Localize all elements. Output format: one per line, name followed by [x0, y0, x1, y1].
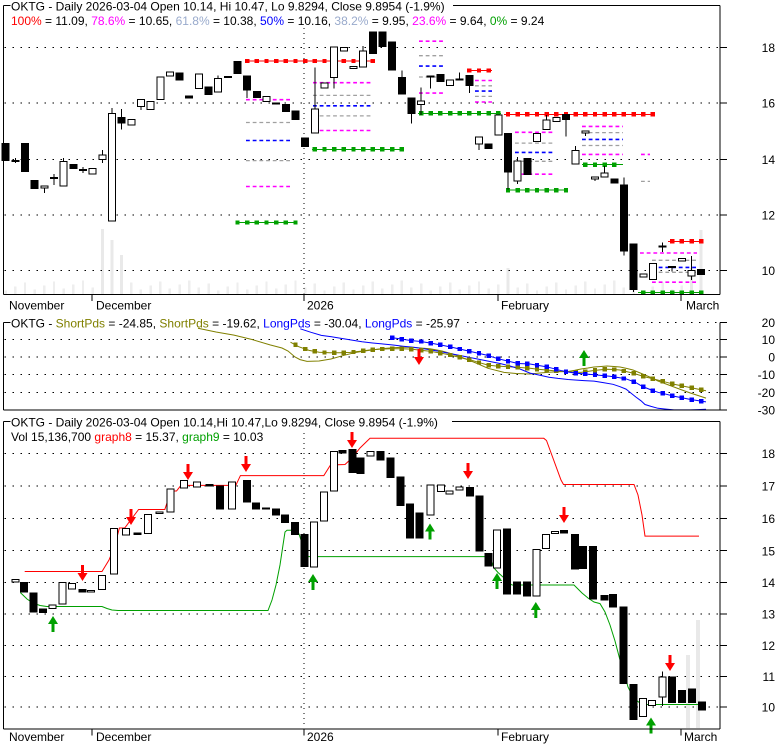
svg-text:OKTG - Daily 2026-03-04 Open 1: OKTG - Daily 2026-03-04 Open 10.14,Hi 10… [11, 415, 438, 429]
svg-text:2026: 2026 [307, 730, 334, 744]
svg-text:14: 14 [762, 576, 776, 590]
svg-text:Vol 15,136,700 graph8 = 15.37,: Vol 15,136,700 graph8 = 15.37, graph9 = … [11, 430, 264, 444]
svg-text:February: February [501, 730, 549, 744]
svg-text:2026: 2026 [307, 299, 334, 313]
svg-text:17: 17 [762, 480, 776, 494]
svg-text:10: 10 [762, 701, 776, 715]
svg-text:November: November [9, 730, 64, 744]
svg-text:20: 20 [762, 316, 776, 330]
svg-text:10: 10 [762, 333, 776, 347]
svg-text:December: December [96, 299, 151, 313]
svg-text:0: 0 [768, 351, 775, 365]
svg-text:12: 12 [762, 209, 776, 223]
svg-text:18: 18 [762, 447, 776, 461]
svg-text:OKTG - ShortPds = -24.85, Shor: OKTG - ShortPds = -24.85, ShortPds = -19… [11, 316, 460, 330]
svg-text:18: 18 [762, 41, 776, 55]
svg-text:-20: -20 [758, 386, 776, 400]
svg-text:15: 15 [762, 544, 776, 558]
svg-text:OKTG - Daily 2026-03-04 Open 1: OKTG - Daily 2026-03-04 Open 10.14, Hi 1… [11, 0, 445, 13]
svg-text:November: November [9, 299, 64, 313]
svg-text:13: 13 [762, 608, 776, 622]
svg-text:December: December [96, 730, 151, 744]
svg-text:-10: -10 [758, 368, 776, 382]
svg-text:16: 16 [762, 512, 776, 526]
svg-text:11: 11 [763, 670, 776, 684]
svg-text:-30: -30 [758, 404, 776, 418]
svg-text:March: March [686, 299, 719, 313]
svg-text:100% = 11.09, 78.6% = 10.65, 6: 100% = 11.09, 78.6% = 10.65, 61.8% = 10.… [11, 14, 545, 28]
svg-text:12: 12 [762, 639, 776, 653]
svg-text:10: 10 [762, 264, 776, 278]
svg-text:February: February [501, 299, 549, 313]
svg-text:14: 14 [762, 153, 776, 167]
svg-text:March: March [684, 730, 717, 744]
svg-text:16: 16 [762, 97, 776, 111]
